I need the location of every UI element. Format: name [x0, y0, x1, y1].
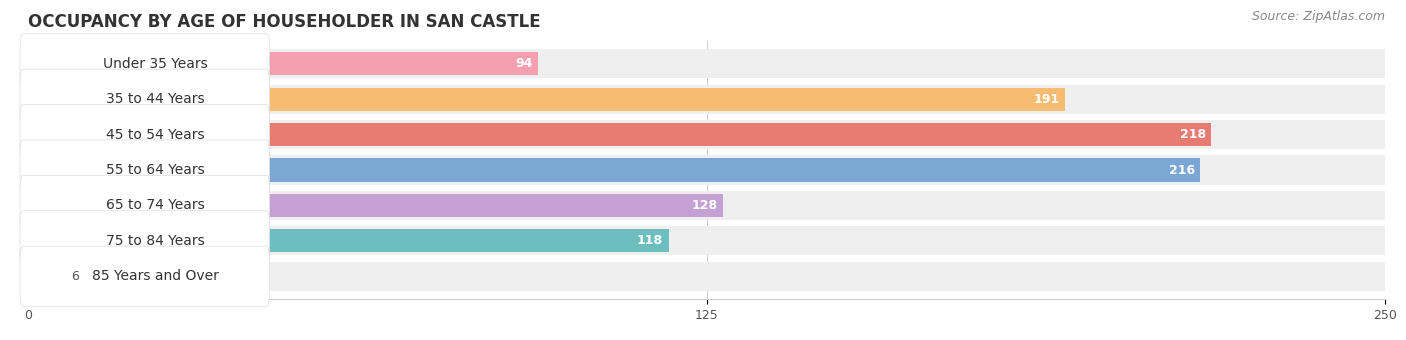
- Text: 118: 118: [637, 234, 664, 247]
- FancyBboxPatch shape: [20, 34, 270, 94]
- Text: Source: ZipAtlas.com: Source: ZipAtlas.com: [1251, 10, 1385, 23]
- Text: 55 to 64 Years: 55 to 64 Years: [107, 163, 205, 177]
- Text: 216: 216: [1168, 164, 1195, 176]
- Text: Under 35 Years: Under 35 Years: [103, 57, 208, 71]
- Text: 191: 191: [1033, 93, 1059, 106]
- Bar: [28, 194, 723, 217]
- Bar: [28, 155, 1385, 185]
- FancyBboxPatch shape: [20, 175, 270, 235]
- Bar: [28, 52, 538, 75]
- Text: 85 Years and Over: 85 Years and Over: [93, 269, 219, 283]
- Bar: [28, 229, 668, 252]
- Text: 6: 6: [72, 270, 79, 283]
- Bar: [28, 49, 1385, 78]
- Bar: [28, 262, 1385, 291]
- Bar: [28, 85, 1385, 114]
- Text: 35 to 44 Years: 35 to 44 Years: [107, 92, 205, 106]
- Text: 65 to 74 Years: 65 to 74 Years: [107, 199, 205, 212]
- Bar: [28, 120, 1385, 149]
- FancyBboxPatch shape: [20, 140, 270, 200]
- Text: 94: 94: [516, 57, 533, 70]
- Text: 75 to 84 Years: 75 to 84 Years: [107, 234, 205, 248]
- FancyBboxPatch shape: [20, 246, 270, 306]
- Bar: [28, 158, 1201, 182]
- Bar: [28, 88, 1064, 111]
- Bar: [28, 265, 60, 288]
- Bar: [28, 123, 1211, 146]
- Text: OCCUPANCY BY AGE OF HOUSEHOLDER IN SAN CASTLE: OCCUPANCY BY AGE OF HOUSEHOLDER IN SAN C…: [28, 13, 541, 31]
- FancyBboxPatch shape: [20, 105, 270, 165]
- Text: 45 to 54 Years: 45 to 54 Years: [107, 128, 205, 141]
- Text: 218: 218: [1180, 128, 1206, 141]
- FancyBboxPatch shape: [20, 211, 270, 271]
- FancyBboxPatch shape: [20, 69, 270, 129]
- Text: 128: 128: [692, 199, 717, 212]
- Bar: [28, 191, 1385, 220]
- Bar: [28, 226, 1385, 255]
